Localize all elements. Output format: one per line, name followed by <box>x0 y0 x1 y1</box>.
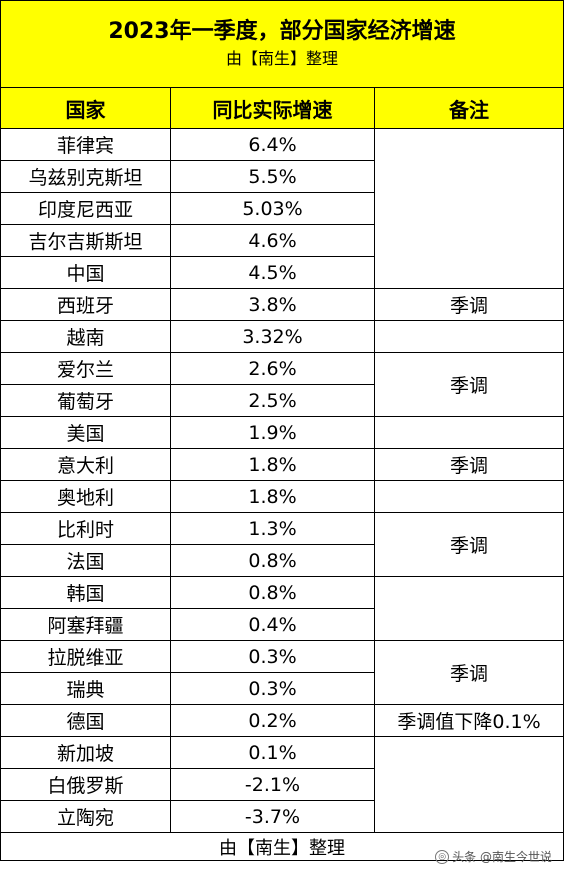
table-row: 法国 0.8% <box>0 544 564 577</box>
growth-cell: 2.6% <box>170 352 375 385</box>
table-row: 比利时 1.3% 季调 <box>0 512 564 577</box>
growth-cell: 1.8% <box>170 480 375 513</box>
table-row: 菲律宾 6.4% <box>0 128 564 289</box>
country-cell: 乌兹别克斯坦 <box>0 160 171 193</box>
country-cell: 西班牙 <box>0 288 171 321</box>
growth-cell: 4.6% <box>170 224 375 257</box>
country-cell: 奥地利 <box>0 480 171 513</box>
footer-credit: 由【南生】整理 <box>0 832 564 861</box>
table-row: 立陶宛 -3.7% <box>0 800 564 833</box>
table-row: 意大利 1.8% 季调 <box>0 448 564 481</box>
note-cell-empty <box>374 576 564 641</box>
table-row: 瑞典 0.3% <box>0 672 564 705</box>
growth-cell: 0.8% <box>170 544 375 577</box>
column-header-notes: 备注 <box>374 87 564 129</box>
table-row: 印度尼西亚 5.03% <box>0 192 564 225</box>
country-cell: 意大利 <box>0 448 171 481</box>
growth-cell: 5.5% <box>170 160 375 193</box>
growth-cell: 4.5% <box>170 256 375 289</box>
note-cell-italy: 季调 <box>374 448 564 481</box>
column-header-country: 国家 <box>0 87 171 129</box>
country-cell: 德国 <box>0 704 171 737</box>
country-cell: 菲律宾 <box>0 128 171 161</box>
table-row: 葡萄牙 2.5% <box>0 384 564 417</box>
country-cell: 美国 <box>0 416 171 449</box>
growth-cell: 1.9% <box>170 416 375 449</box>
watermark: ◎ 头条 @南生今世说 <box>435 848 552 865</box>
country-cell: 瑞典 <box>0 672 171 705</box>
country-cell: 阿塞拜疆 <box>0 608 171 641</box>
page-title: 2023年一季度，部分国家经济增速 <box>108 19 456 44</box>
growth-cell: 0.1% <box>170 736 375 769</box>
growth-cell: 3.32% <box>170 320 375 353</box>
growth-cell: -2.1% <box>170 768 375 801</box>
country-cell: 中国 <box>0 256 171 289</box>
table-row: 越南 3.32% <box>0 320 564 353</box>
growth-cell: 3.8% <box>170 288 375 321</box>
note-cell-belgium-france: 季调 <box>374 512 564 577</box>
growth-cell: 0.8% <box>170 576 375 609</box>
watermark-logo-icon: ◎ <box>435 849 450 864</box>
table-row: 爱尔兰 2.6% 季调 <box>0 352 564 417</box>
country-cell: 新加坡 <box>0 736 171 769</box>
note-cell-empty <box>374 416 564 449</box>
growth-cell: 1.8% <box>170 448 375 481</box>
note-cell-spain: 季调 <box>374 288 564 321</box>
table-row: 白俄罗斯 -2.1% <box>0 768 564 801</box>
country-cell: 吉尔吉斯斯坦 <box>0 224 171 257</box>
growth-cell: 0.3% <box>170 640 375 673</box>
note-cell-empty <box>374 736 564 833</box>
note-cell-latvia-sweden: 季调 <box>374 640 564 705</box>
table-row: 吉尔吉斯斯坦 4.6% <box>0 224 564 257</box>
table-row: 奥地利 1.8% <box>0 480 564 513</box>
growth-cell: 5.03% <box>170 192 375 225</box>
watermark-text: 头条 @南生今世说 <box>452 850 552 864</box>
table-row: 美国 1.9% <box>0 416 564 449</box>
note-cell-ireland-portugal: 季调 <box>374 352 564 417</box>
table-row: 西班牙 3.8% 季调 <box>0 288 564 321</box>
country-cell: 法国 <box>0 544 171 577</box>
growth-cell: 0.2% <box>170 704 375 737</box>
table-row: 韩国 0.8% <box>0 576 564 641</box>
growth-cell: 0.4% <box>170 608 375 641</box>
growth-cell: 0.3% <box>170 672 375 705</box>
country-cell: 葡萄牙 <box>0 384 171 417</box>
country-cell: 爱尔兰 <box>0 352 171 385</box>
country-cell: 越南 <box>0 320 171 353</box>
column-header-growth: 同比实际增速 <box>170 87 375 129</box>
growth-cell: 1.3% <box>170 512 375 545</box>
table-row: 阿塞拜疆 0.4% <box>0 608 564 641</box>
table-row: 中国 4.5% <box>0 256 564 289</box>
table-row: 新加坡 0.1% <box>0 736 564 833</box>
table-row: 乌兹别克斯坦 5.5% <box>0 160 564 193</box>
title-block: 2023年一季度，部分国家经济增速 由【南生】整理 <box>0 0 564 88</box>
growth-cell: -3.7% <box>170 800 375 833</box>
table-row: 德国 0.2% 季调值下降0.1% <box>0 704 564 737</box>
country-cell: 立陶宛 <box>0 800 171 833</box>
growth-cell: 6.4% <box>170 128 375 161</box>
note-cell-empty <box>374 128 564 289</box>
country-cell: 印度尼西亚 <box>0 192 171 225</box>
country-cell: 韩国 <box>0 576 171 609</box>
note-cell-empty <box>374 480 564 513</box>
growth-cell: 2.5% <box>170 384 375 417</box>
page-subtitle: 由【南生】整理 <box>225 49 338 68</box>
country-cell: 白俄罗斯 <box>0 768 171 801</box>
country-cell: 拉脱维亚 <box>0 640 171 673</box>
country-cell: 比利时 <box>0 512 171 545</box>
note-cell-empty <box>374 320 564 353</box>
table-row: 拉脱维亚 0.3% 季调 <box>0 640 564 705</box>
note-cell-germany: 季调值下降0.1% <box>374 704 564 737</box>
